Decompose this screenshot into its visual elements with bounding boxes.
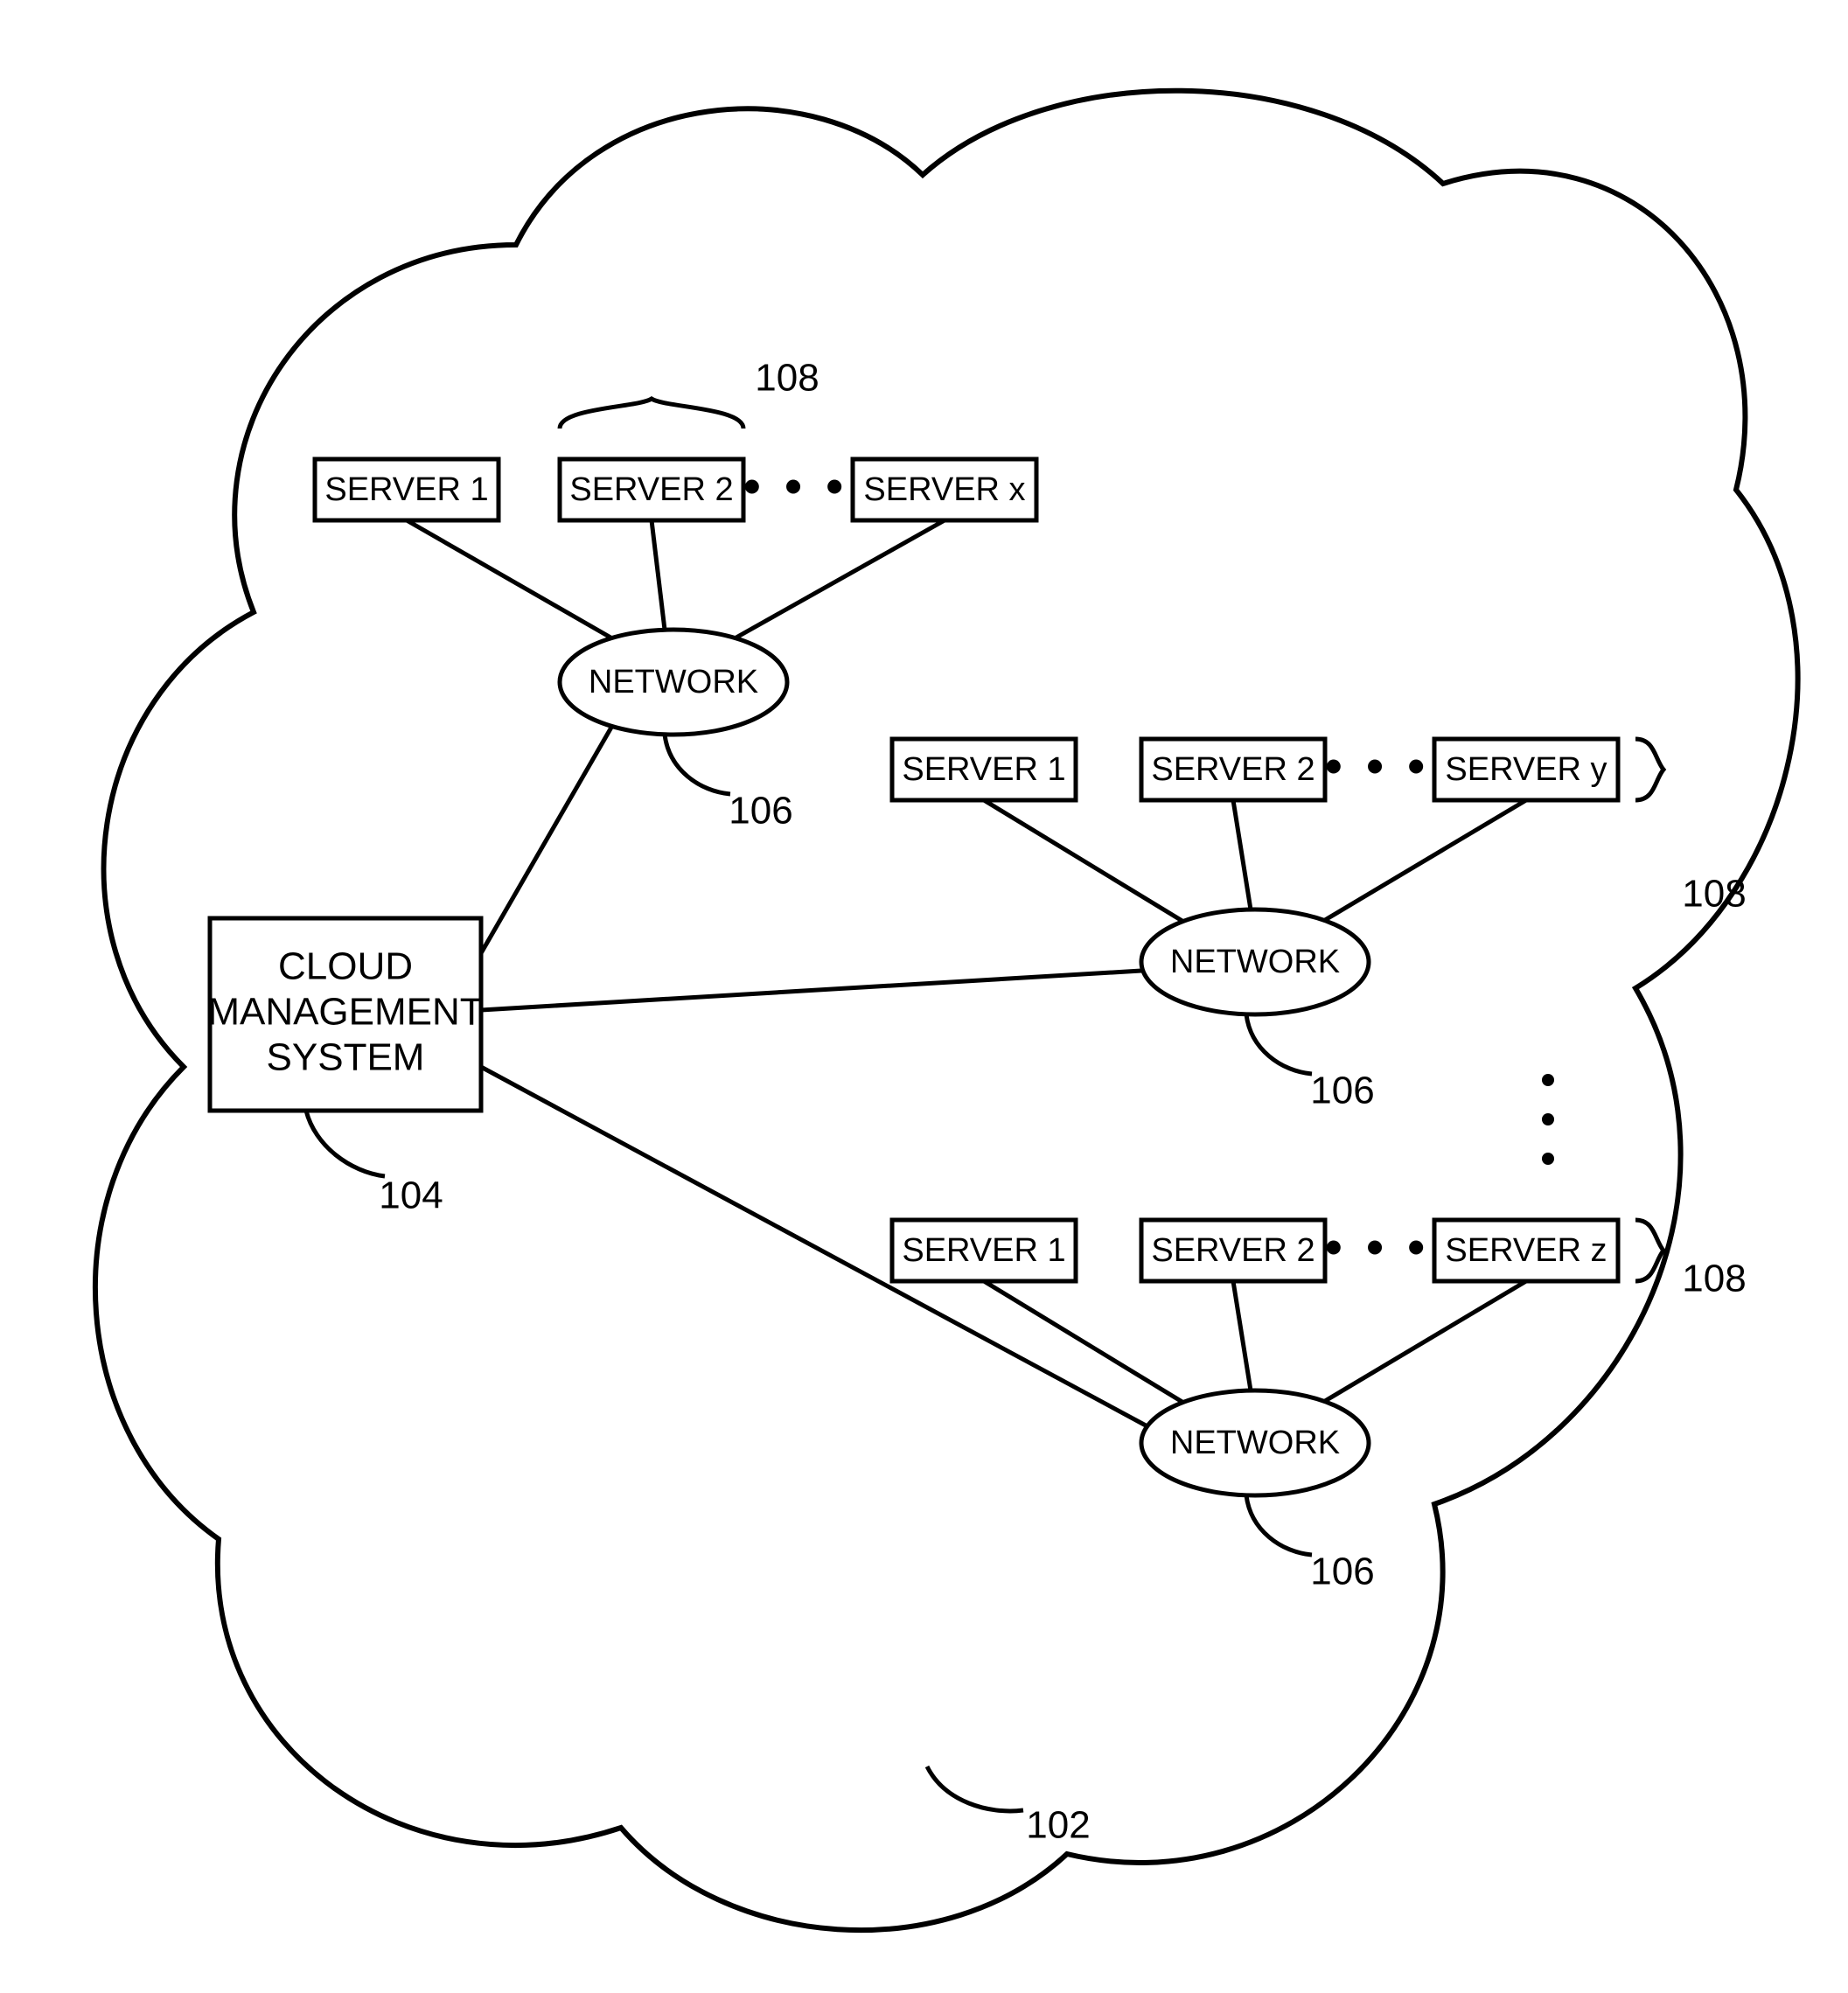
network-ref-label-1: 106 <box>1310 1070 1374 1112</box>
cluster-ellipsis-dot <box>1542 1113 1554 1125</box>
server-ref-label-0: 108 <box>755 357 819 400</box>
server-label-2-1: SERVER 2 <box>1151 1232 1315 1269</box>
server-label-0-1: SERVER 2 <box>569 471 733 508</box>
server-label-1-0: SERVER 1 <box>902 751 1065 788</box>
server-ref-label-1: 108 <box>1682 873 1746 916</box>
server-to-network-2-1 <box>1233 1281 1251 1390</box>
server-label-2-2: SERVER z <box>1445 1232 1607 1269</box>
cloud-ref-label: 102 <box>1026 1804 1090 1847</box>
server-label-0-2: SERVER x <box>863 471 1025 508</box>
server-to-network-2-2 <box>1321 1281 1526 1404</box>
network-ref-leader-1 <box>1246 1014 1312 1074</box>
network-ref-label-0: 106 <box>729 790 792 833</box>
server-to-network-1-0 <box>984 800 1185 923</box>
server-label-2-0: SERVER 1 <box>902 1232 1065 1269</box>
cms-ref-leader <box>306 1111 385 1176</box>
server-ellipsis-0: • • • <box>743 458 848 513</box>
network-label-1: NETWORK <box>1170 944 1340 980</box>
server-brace-1 <box>1635 739 1663 800</box>
network-label-0: NETWORK <box>589 664 758 700</box>
network-ref-leader-2 <box>1246 1495 1312 1555</box>
network-label-2: NETWORK <box>1170 1425 1340 1461</box>
server-ellipsis-2: • • • <box>1325 1219 1430 1274</box>
cluster-ellipsis-dot <box>1542 1074 1554 1086</box>
network-ref-leader-0 <box>665 735 730 794</box>
server-to-network-2-0 <box>984 1281 1185 1404</box>
server-label-0-0: SERVER 1 <box>324 471 488 508</box>
server-ellipsis-1: • • • <box>1325 738 1430 793</box>
server-to-network-0-0 <box>407 520 612 638</box>
cms-label: SYSTEM <box>267 1036 425 1079</box>
cluster-ellipsis-dot <box>1542 1153 1554 1165</box>
server-brace-0 <box>560 399 743 429</box>
cms-label: CLOUD <box>278 945 413 988</box>
cms-label: MANAGEMENT <box>207 991 483 1034</box>
server-to-network-0-2 <box>735 520 945 638</box>
server-to-network-1-2 <box>1321 800 1526 923</box>
cms-to-network-0 <box>481 726 612 953</box>
server-to-network-0-1 <box>652 520 665 630</box>
server-label-1-2: SERVER y <box>1445 751 1607 788</box>
server-label-1-1: SERVER 2 <box>1151 751 1315 788</box>
cloud-ref-leader <box>927 1767 1023 1811</box>
server-to-network-1-1 <box>1233 800 1251 909</box>
cms-ref-label: 104 <box>379 1174 443 1217</box>
server-ref-label-2: 108 <box>1682 1258 1746 1300</box>
network-ref-label-2: 106 <box>1310 1550 1374 1593</box>
cms-to-network-1 <box>481 971 1141 1010</box>
